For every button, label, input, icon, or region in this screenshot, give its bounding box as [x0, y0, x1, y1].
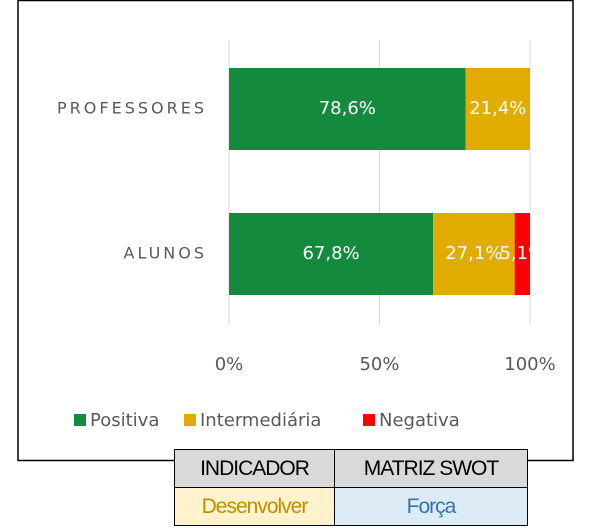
x-tick-label: 100%: [504, 354, 555, 375]
table-cell: Força: [334, 487, 528, 526]
data-label: 21,4%: [469, 98, 526, 119]
legend-label: Intermediária: [200, 410, 321, 431]
bar-segment: [514, 213, 530, 295]
legend-swatch: [74, 414, 86, 426]
legend-label: Negativa: [379, 410, 460, 431]
data-label: 78,6%: [319, 98, 376, 119]
swot-table: INDICADOR MATRIZ SWOT Desenvolver Força: [174, 449, 528, 526]
bar-segment: [465, 68, 530, 150]
x-tick-label: 0%: [215, 354, 244, 375]
bar-segment: [433, 213, 515, 295]
y-tick-label: PROFESSORES: [57, 99, 207, 118]
data-label: 67,8%: [302, 243, 359, 264]
header-cell: INDICADOR: [174, 449, 335, 488]
legend-swatch: [184, 414, 196, 426]
data-label: 27,1%: [445, 243, 502, 264]
bar-segment: [229, 68, 466, 150]
header-cell: MATRIZ SWOT: [334, 449, 528, 488]
x-tick-label: 50%: [359, 354, 399, 375]
bar-segment: [229, 213, 434, 295]
table-cell: Desenvolver: [174, 487, 335, 526]
legend-label: Positiva: [90, 410, 159, 431]
data-label: 5,1%: [499, 243, 545, 264]
y-tick-label: ALUNOS: [124, 244, 208, 263]
legend-swatch: [363, 414, 375, 426]
